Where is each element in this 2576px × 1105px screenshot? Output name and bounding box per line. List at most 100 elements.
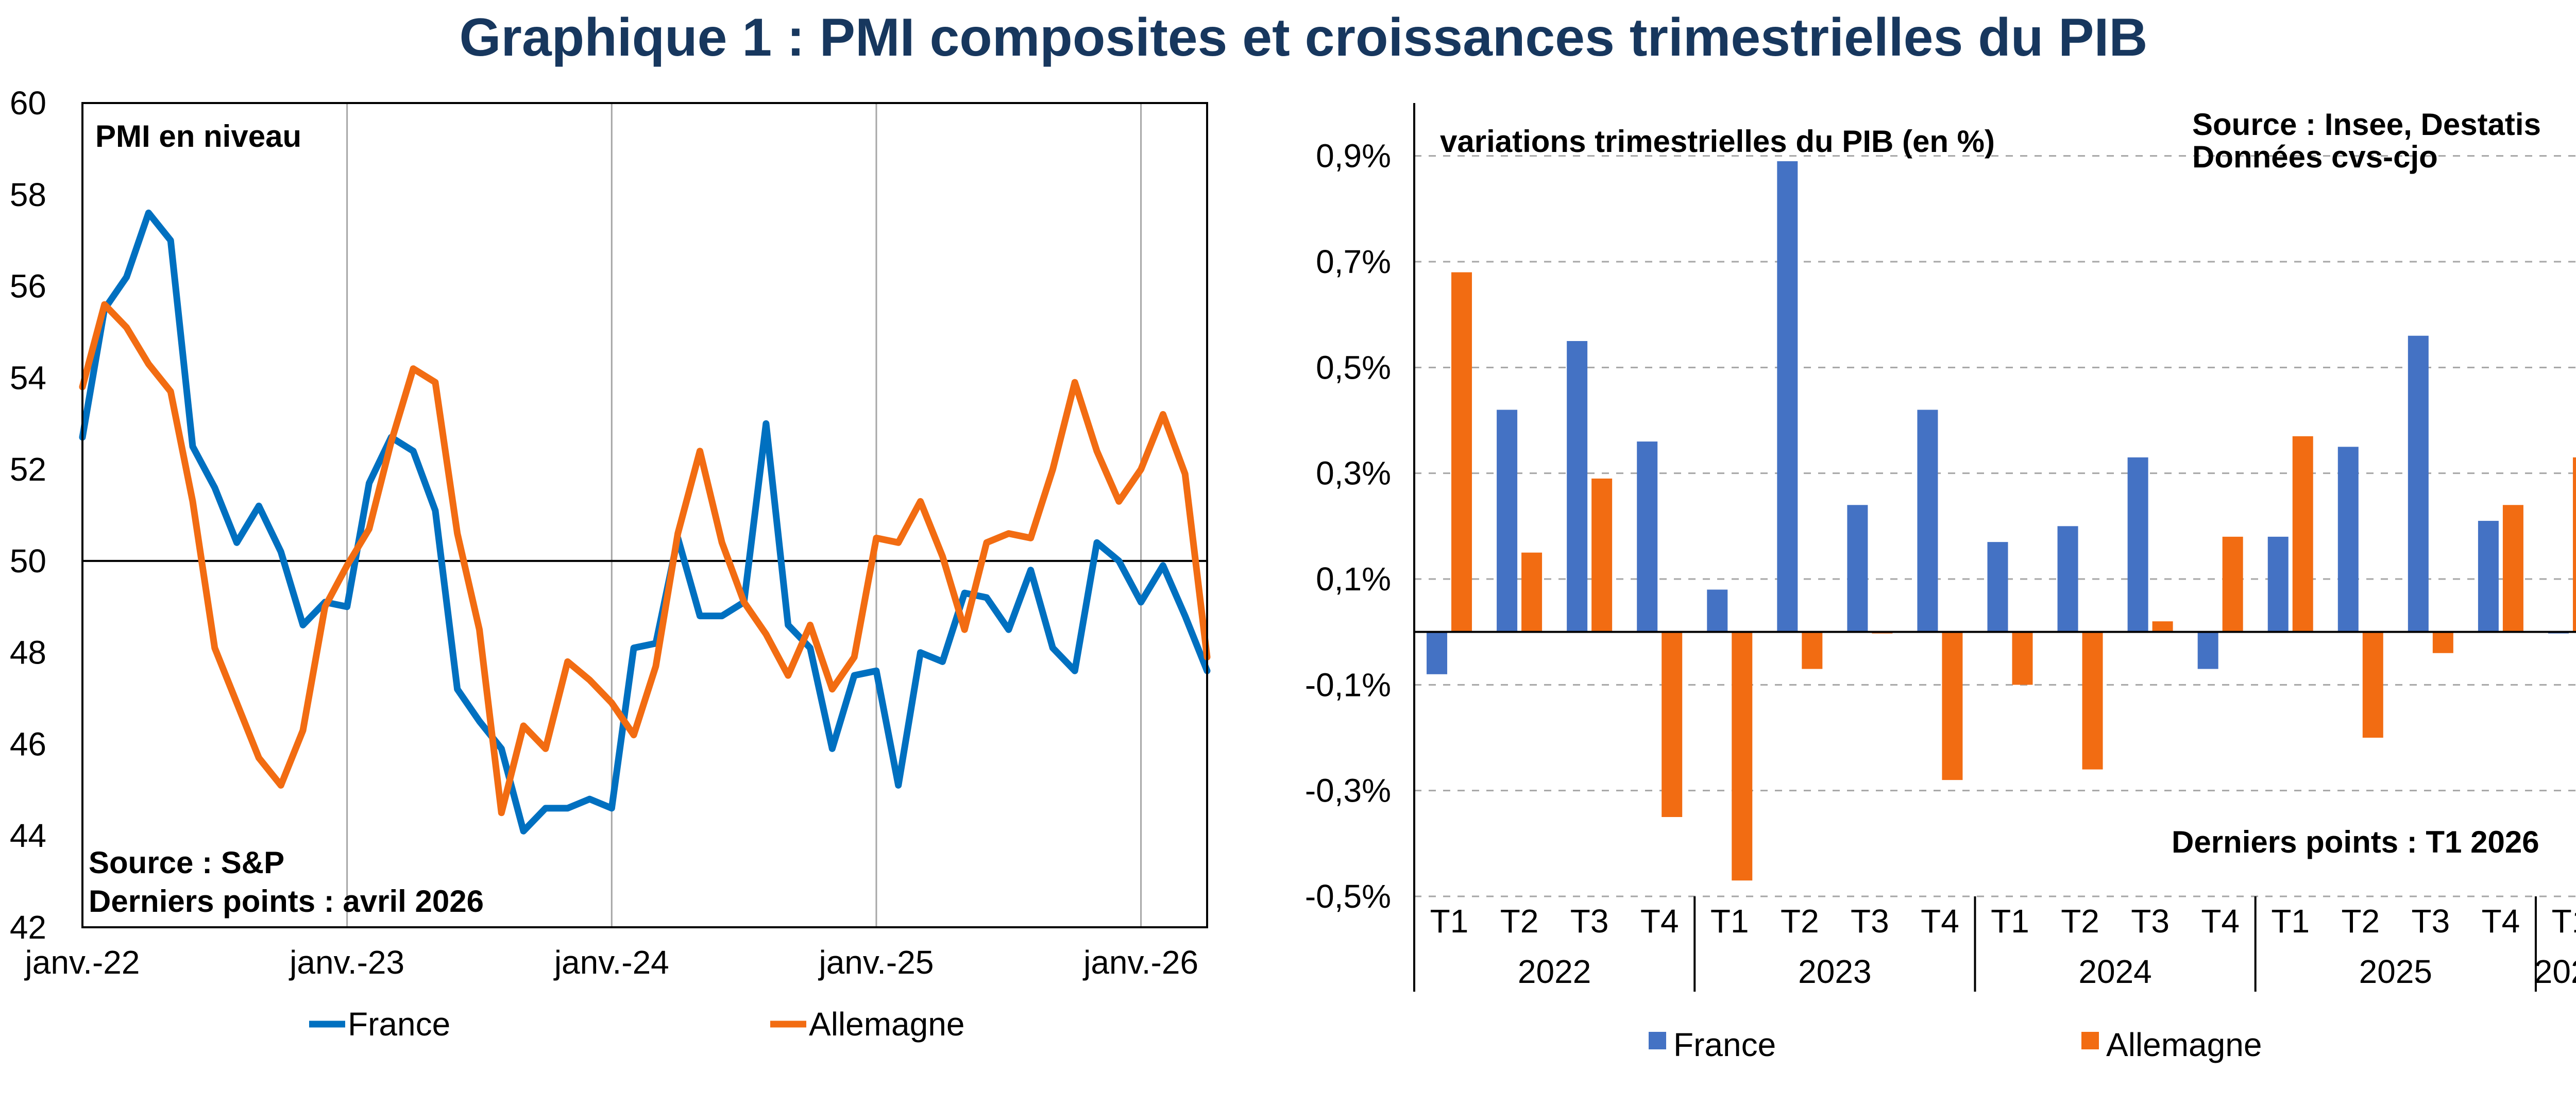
gdp-bar-france (2057, 526, 2078, 632)
gdp-quarter-label: T1 (1991, 903, 2029, 940)
pmi-legend-label: France (348, 1006, 450, 1043)
gdp-bar-allemagne (1732, 632, 1753, 881)
gdp-quarter-label: T3 (1570, 903, 1609, 940)
gdp-quarter-label: T1 (2271, 903, 2310, 940)
gdp-quarter-label: T1 (1430, 903, 1469, 940)
pmi-x-tick-label: janv.-24 (553, 944, 669, 981)
pmi-y-tick-label: 44 (10, 817, 46, 854)
gdp-bar-allemagne (1802, 632, 1823, 669)
gdp-y-tick-label: 0,5% (1316, 349, 1391, 386)
gdp-y-tick-label: 0,3% (1316, 455, 1391, 492)
gdp-bar-france (2197, 632, 2218, 669)
gdp-year-label: 2025 (2359, 953, 2432, 990)
pmi-y-tick-labels: 60 58 56 54 52 50 48 46 44 42 (10, 84, 46, 946)
gdp-variation-annotation: variations trimestrielles du PIB (en %) (1440, 124, 1995, 159)
gdp-bar-france (2337, 447, 2359, 632)
pmi-x-tick-label: janv.-26 (1082, 944, 1198, 981)
gdp-data-note-annotation: Données cvs-cjo (2192, 140, 2438, 174)
gdp-bar-allemagne (2572, 457, 2576, 632)
gdp-bar-allemagne (2502, 505, 2523, 632)
gdp-quarter-label: T2 (1500, 903, 1539, 940)
gdp-bars (1427, 161, 2576, 881)
pmi-legend: France Allemagne (309, 1006, 964, 1043)
gdp-y-tick-labels: 0,9% 0,7% 0,5% 0,3% 0,1% -0,1% -0,3% -0,5% (1305, 138, 1391, 915)
figure-title: Graphique 1 : PMI composites et croissan… (459, 8, 2147, 67)
pmi-y-tick-label: 58 (10, 176, 46, 213)
gdp-bar-france (1567, 341, 1588, 632)
pmi-x-tick-label: janv.-23 (289, 944, 404, 981)
pmi-y-tick-label: 48 (10, 634, 46, 671)
gdp-quarter-label: T2 (2341, 903, 2380, 940)
gdp-bar-france (2408, 335, 2429, 632)
gdp-bar-allemagne (2222, 536, 2243, 632)
gdp-bar-allemagne (2012, 632, 2033, 685)
gdp-source-annotation: Source : Insee, Destatis (2192, 107, 2541, 142)
pmi-x-tick-labels: janv.-22 janv.-23 janv.-24 janv.-25 janv.-26 (24, 944, 1199, 981)
gdp-bar-allemagne (1521, 552, 1543, 632)
gdp-bar-allemagne (2362, 632, 2383, 738)
gdp-y-tick-label: -0,5% (1305, 878, 1391, 915)
gdp-quarter-label: T4 (1640, 903, 1679, 940)
gdp-bar-france (1637, 441, 1658, 632)
gdp-y-tick-label: -0,1% (1305, 666, 1391, 703)
gdp-quarter-label: T2 (1781, 903, 1819, 940)
gdp-quarter-label: T3 (2412, 903, 2450, 940)
gdp-y-tick-label: -0,3% (1305, 772, 1391, 809)
pmi-y-tick-label: 50 (10, 542, 46, 580)
gdp-legend-swatch-france (1649, 1032, 1666, 1049)
gdp-bar-chart: 0,9% 0,7% 0,5% 0,3% 0,1% -0,1% -0,3% -0,5% T1 T2… (1305, 103, 2576, 1063)
gdp-bar-france (2267, 536, 2289, 632)
gdp-bar-france (1917, 410, 1938, 632)
gdp-bar-allemagne (1451, 272, 1472, 632)
pmi-x-tick-label: janv.-22 (24, 944, 140, 981)
gdp-quarter-label: T1 (1710, 903, 1749, 940)
gdp-legend: France Allemagne (1649, 1026, 2262, 1063)
gdp-bar-france (1707, 589, 1728, 632)
pmi-gridlines (82, 103, 1207, 927)
pmi-y-tick-label: 42 (10, 909, 46, 946)
gdp-y-tick-label: 0,7% (1316, 243, 1391, 280)
gdp-legend-swatch-allemagne (2081, 1032, 2099, 1049)
gdp-quarter-label: T3 (1851, 903, 1889, 940)
pmi-legend-label: Allemagne (809, 1006, 964, 1043)
gdp-bar-france (1847, 505, 1868, 632)
pmi-y-tick-label: 54 (10, 359, 46, 396)
pmi-series-lines (79, 209, 1211, 835)
gdp-year-label: 2023 (1798, 953, 1871, 990)
pmi-series-line-allemagne (79, 301, 1211, 817)
gdp-bar-france (2478, 521, 2499, 632)
gdp-bar-allemagne (2152, 621, 2173, 632)
gdp-gridlines (1414, 155, 2576, 897)
pmi-y-tick-label: 46 (10, 725, 46, 762)
gdp-bar-france (2127, 457, 2148, 632)
gdp-year-label: 2022 (1518, 953, 1591, 990)
gdp-bar-france (1427, 632, 1448, 674)
pmi-last-point-annotation: Derniers points : avril 2026 (89, 884, 484, 919)
gdp-quarter-label: T2 (2061, 903, 2099, 940)
gdp-bar-france (1987, 542, 2008, 632)
gdp-category-axis: T1 T2 T3 T4 T1 T2 T3 T4 T1 T2 T3 T4 T1 T2 T3 T4 T1 2022 20… (1413, 896, 2576, 992)
pmi-source-annotation: Source : S&P (89, 845, 284, 880)
gdp-bar-allemagne (1942, 632, 1963, 780)
gdp-year-label: 2026 (2534, 953, 2576, 990)
gdp-bar-france (1497, 410, 1518, 632)
gdp-quarter-label: T4 (2201, 903, 2240, 940)
pmi-x-tick-label: janv.-25 (818, 944, 934, 981)
gdp-legend-label: Allemagne (2106, 1026, 2262, 1063)
gdp-year-label: 2024 (2078, 953, 2151, 990)
gdp-quarter-label: T4 (1921, 903, 1959, 940)
pmi-y-tick-label: 60 (10, 84, 46, 122)
pmi-y-tick-label: 56 (10, 268, 46, 305)
gdp-quarter-label: T3 (2131, 903, 2170, 940)
gdp-bar-allemagne (2432, 632, 2453, 653)
pmi-series-line-france (79, 209, 1211, 835)
gdp-y-tick-label: 0,1% (1316, 560, 1391, 598)
gdp-bar-allemagne (2292, 436, 2313, 632)
gdp-bar-allemagne (2082, 632, 2103, 770)
gdp-quarter-label: T4 (2482, 903, 2520, 940)
gdp-bar-france (1777, 161, 1798, 632)
gdp-quarter-label: T1 (2552, 903, 2576, 940)
gdp-legend-label: France (1673, 1026, 1776, 1063)
